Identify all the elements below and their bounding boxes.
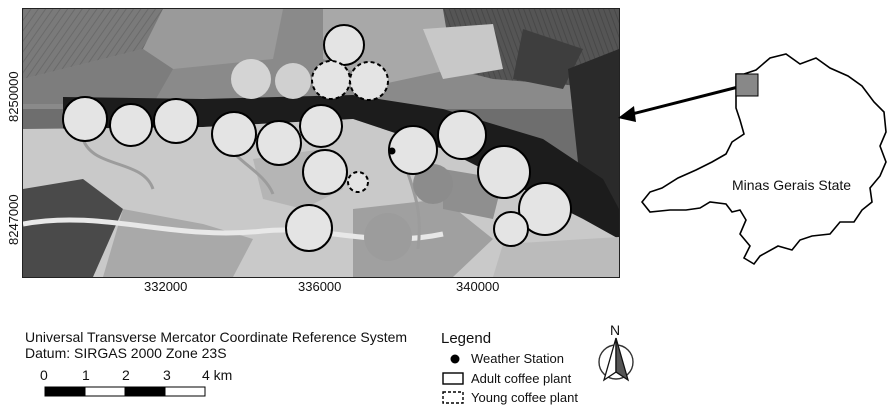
weather-station-icon xyxy=(450,354,460,364)
adult-coffee-pivot xyxy=(211,111,257,157)
north-arrow-icon xyxy=(598,337,634,382)
adult-coffee-pivot xyxy=(302,149,348,195)
weather-station-marker xyxy=(388,147,396,155)
adult-coffee-pivot xyxy=(323,24,365,66)
north-label: N xyxy=(610,322,621,338)
crs-text: Universal Transverse Mercator Coordinate… xyxy=(25,329,408,345)
adult-coffee-pivot xyxy=(153,98,199,144)
adult-coffee-pivot xyxy=(477,145,531,199)
legend-young-coffee: Young coffee plant xyxy=(471,390,578,405)
inset-state-label: Minas Gerais State xyxy=(732,177,852,193)
scale-bar xyxy=(44,386,206,397)
x-tick-label: 332000 xyxy=(144,279,188,294)
y-tick-label: 8247000 xyxy=(6,194,21,245)
scale-label: 2 xyxy=(122,367,130,383)
y-tick-label: 8250000 xyxy=(6,71,21,122)
adult-coffee-pivot xyxy=(285,204,333,252)
adult-coffee-pivot xyxy=(518,182,572,236)
young-coffee-swatch xyxy=(442,391,464,404)
x-tick-label: 340000 xyxy=(456,279,500,294)
adult-coffee-pivot xyxy=(437,110,487,160)
legend-title: Legend xyxy=(441,330,492,347)
minas-gerais-outline xyxy=(640,53,887,266)
crs-datum: Datum: SIRGAS 2000 Zone 23S xyxy=(25,345,227,361)
scale-label: 1 xyxy=(82,367,90,383)
young-coffee-pivot xyxy=(349,61,389,101)
satellite-image xyxy=(23,9,619,277)
scale-label: 4 km xyxy=(202,367,233,383)
adult-coffee-pivot xyxy=(109,103,153,147)
minas-gerais-inset-map xyxy=(640,53,887,266)
young-coffee-pivot xyxy=(311,60,351,100)
x-tick-label: 336000 xyxy=(298,279,342,294)
scale-label: 3 xyxy=(163,367,171,383)
location-arrow xyxy=(618,82,751,122)
adult-coffee-pivot xyxy=(62,96,108,142)
legend-adult-coffee: Adult coffee plant xyxy=(471,371,572,386)
satellite-map xyxy=(22,8,620,278)
adult-coffee-pivot xyxy=(388,125,438,175)
adult-coffee-pivot xyxy=(299,104,343,148)
adult-coffee-swatch xyxy=(442,372,464,385)
scale-label: 0 xyxy=(40,367,48,383)
study-area-inset xyxy=(735,73,759,97)
legend-weather-station: Weather Station xyxy=(471,351,564,366)
adult-coffee-pivot xyxy=(493,211,529,247)
young-coffee-pivot xyxy=(347,171,369,193)
adult-coffee-pivot xyxy=(256,120,302,166)
